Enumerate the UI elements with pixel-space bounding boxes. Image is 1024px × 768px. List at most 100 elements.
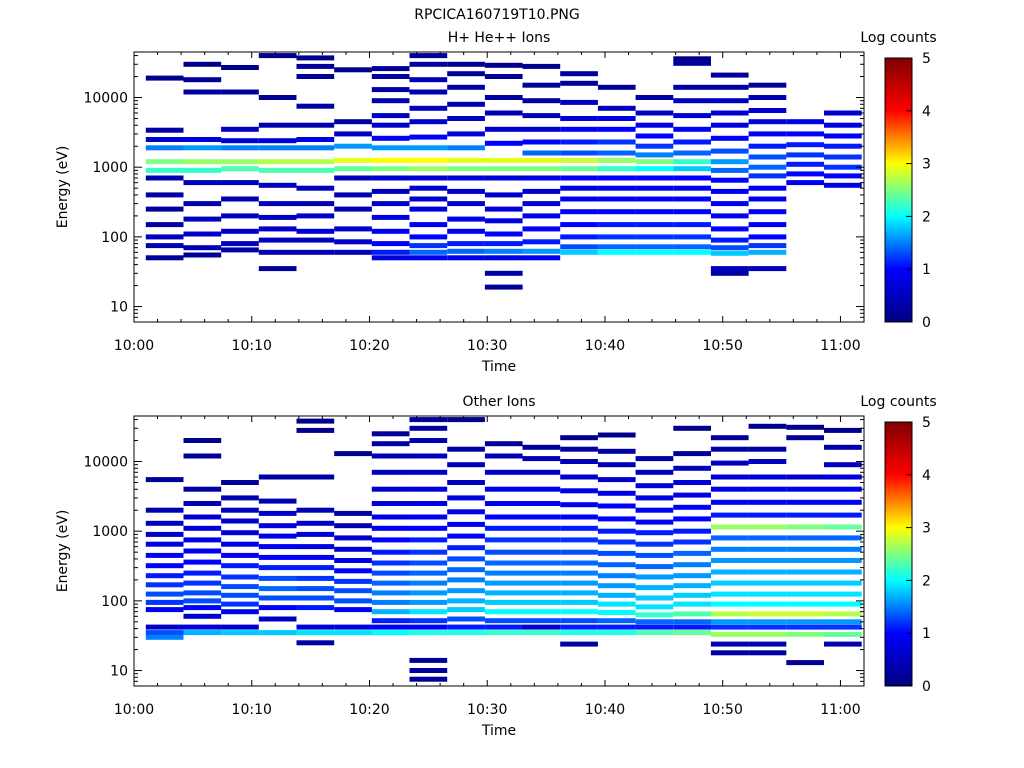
heatmap-cell <box>447 175 485 181</box>
x-tick-label: 10:50 <box>703 338 743 354</box>
heatmap-cell <box>673 630 711 636</box>
colorbar-tick-label: 5 <box>922 415 931 431</box>
heatmap-cell <box>522 501 561 506</box>
heatmap-cell <box>673 196 711 202</box>
heatmap-cell <box>258 237 297 243</box>
heatmap-cell <box>522 175 561 181</box>
heatmap-cell <box>824 474 862 480</box>
x-tick-label: 10:00 <box>114 702 154 718</box>
heatmap-cell <box>786 142 824 148</box>
heatmap-cell <box>371 501 410 506</box>
heatmap-cell <box>409 77 448 83</box>
heatmap-cell <box>484 270 523 276</box>
heatmap-cell <box>786 580 824 586</box>
heatmap-cell <box>183 137 222 142</box>
colorbar-tick-label: 0 <box>922 679 931 695</box>
heatmap-cell <box>484 590 523 596</box>
heatmap-cell <box>258 575 297 581</box>
heatmap-cell <box>221 530 259 536</box>
heatmap-cell <box>673 175 711 181</box>
heatmap-cell <box>221 630 259 636</box>
heatmap-cell <box>484 599 523 605</box>
heatmap-cell <box>748 154 787 160</box>
heatmap-cell <box>635 469 674 475</box>
x-tick-label: 10:40 <box>585 702 625 718</box>
heatmap-cell <box>447 446 485 452</box>
heatmap-cell <box>145 607 184 613</box>
heatmap-cell <box>145 243 184 249</box>
heatmap-cell <box>221 241 259 247</box>
heatmap-cell <box>221 213 259 219</box>
heatmap-cell <box>447 616 485 622</box>
heatmap-cell <box>371 599 410 605</box>
heatmap-cell <box>710 159 749 165</box>
heatmap-cell <box>258 249 297 255</box>
heatmap-cell <box>409 657 448 663</box>
colorbar <box>884 421 913 687</box>
heatmap-cell <box>334 239 372 245</box>
heatmap-cell <box>296 507 335 513</box>
heatmap-cell <box>145 520 184 526</box>
heatmap-cell <box>786 180 824 186</box>
heatmap-cell <box>296 427 335 433</box>
heatmap-cell <box>447 495 485 501</box>
heatmap-cell <box>786 546 824 552</box>
heatmap-cell <box>635 574 674 580</box>
heatmap-cell <box>824 569 862 575</box>
heatmap-cell <box>710 167 749 173</box>
heatmap-cell <box>748 82 787 88</box>
heatmap-cell <box>183 570 222 576</box>
heatmap-cell <box>371 624 410 630</box>
heatmap-cell <box>371 255 410 261</box>
heatmap-cell <box>409 486 448 492</box>
heatmap-cell <box>221 228 259 234</box>
heatmap-cell <box>748 619 787 625</box>
heatmap-cell <box>258 201 297 207</box>
heatmap-cell <box>183 537 222 543</box>
heatmap-cell <box>296 575 335 581</box>
heatmap-cell <box>522 486 561 492</box>
heatmap-cell <box>258 214 297 220</box>
heatmap-cell <box>597 166 636 172</box>
heatmap-cell <box>560 570 598 576</box>
heatmap-cell <box>221 609 259 615</box>
heatmap-cell <box>371 87 410 93</box>
heatmap-cell <box>221 601 259 607</box>
heatmap-cell <box>786 660 824 666</box>
heatmap-cell <box>296 185 335 191</box>
heatmap-cell <box>710 624 749 630</box>
heatmap-cell <box>522 609 561 615</box>
colorbar-tick-label: 4 <box>922 104 931 120</box>
heatmap-cell <box>371 98 410 104</box>
heatmap-cell <box>145 552 184 558</box>
heatmap-cell <box>748 423 787 429</box>
x-tick-label: 10:10 <box>232 702 272 718</box>
heatmap-cell <box>334 226 372 232</box>
heatmap-cell <box>748 535 787 541</box>
heatmap-cell <box>409 624 448 630</box>
heatmap-cell <box>484 609 523 615</box>
heatmap-cell <box>296 565 335 571</box>
heatmap-panel-2 <box>133 415 913 687</box>
heatmap-cell <box>484 248 523 254</box>
heatmap-cell <box>597 157 636 163</box>
heatmap-cell <box>183 605 222 611</box>
heatmap-cell <box>748 222 787 228</box>
heatmap-cell <box>635 209 674 215</box>
heatmap-cell <box>635 624 674 630</box>
heatmap-cell <box>748 119 787 125</box>
heatmap-cell <box>597 244 636 250</box>
heatmap-cell <box>710 245 749 251</box>
heatmap-cell <box>296 640 335 646</box>
heatmap-cell <box>824 486 862 492</box>
heatmap-cell <box>183 613 222 619</box>
colorbar-tick-label: 1 <box>922 626 931 642</box>
heatmap-cell <box>447 116 485 121</box>
heatmap-cell <box>522 549 561 555</box>
heatmap-cell <box>258 167 297 173</box>
heatmap-cell <box>786 486 824 492</box>
heatmap-cell <box>409 196 448 202</box>
heatmap-cell <box>183 159 222 165</box>
heatmap-cell <box>296 213 335 219</box>
heatmap-cell <box>409 630 448 636</box>
